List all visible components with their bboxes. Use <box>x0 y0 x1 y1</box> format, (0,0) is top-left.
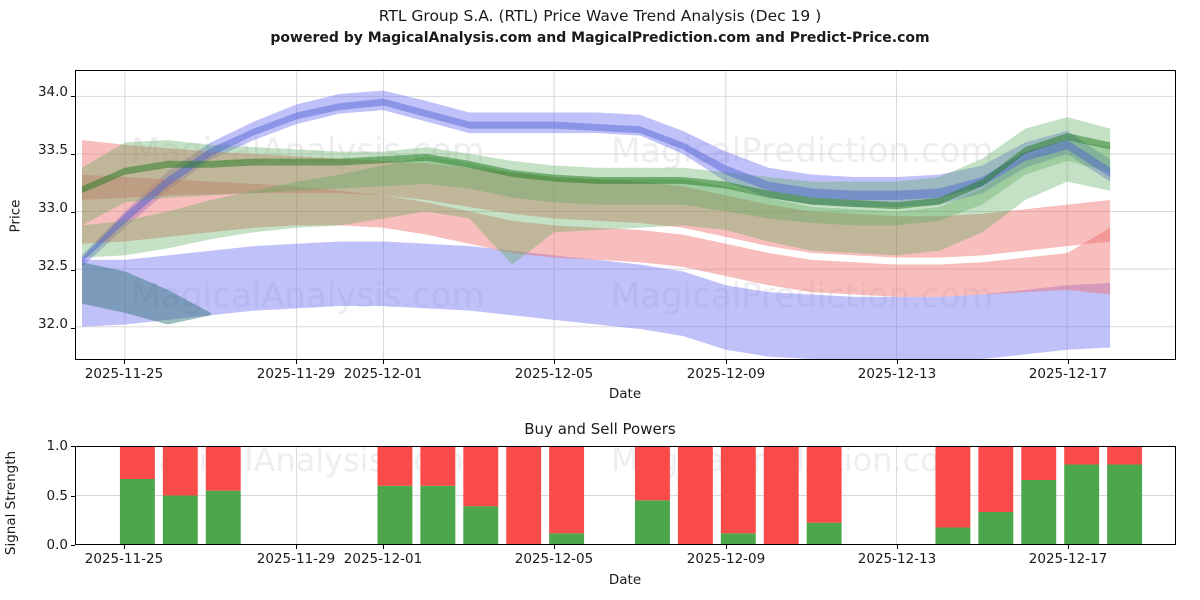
sell-power-bar <box>420 447 456 486</box>
price-band-blue-band-lower <box>81 241 1111 359</box>
power-ytick-2: 1.0 <box>46 438 68 454</box>
buy-power-bar <box>420 485 456 544</box>
price-band-green-band-lower <box>81 140 1111 265</box>
buy-power-bar <box>162 495 198 544</box>
price-ytick-mark-2 <box>71 211 75 213</box>
price-xtick-mark-6 <box>1068 360 1069 364</box>
price-ytick-3: 33.5 <box>37 141 68 158</box>
buy-power-bar <box>720 533 756 544</box>
power-xtick-mark-0 <box>124 545 125 549</box>
sell-power-bar <box>720 447 756 534</box>
power-xtick-label-5: 2025-12-13 <box>857 551 937 567</box>
price-band-red-band-lower <box>81 174 1111 297</box>
power-xtick-label-0: 2025-11-25 <box>84 551 164 567</box>
power-xtick-label-6: 2025-12-17 <box>1028 551 1108 567</box>
sell-power-bar <box>677 447 713 544</box>
buy-power-bar <box>119 479 155 544</box>
price-ytick-mark-0 <box>71 327 75 329</box>
sell-power-bar <box>634 447 670 501</box>
buy-sell-powers-plot <box>76 447 1175 544</box>
buy-power-bar <box>377 485 413 544</box>
price-xtick-label-4: 2025-12-09 <box>686 366 766 382</box>
price-xtick-mark-2 <box>383 360 384 364</box>
price-ytick-mark-4 <box>71 95 75 97</box>
buy-sell-powers-panel: MagicalAnalysis.com MagicalPrediction.co… <box>75 446 1176 545</box>
power-xtick-mark-5 <box>897 545 898 549</box>
power-xtick-label-1: 2025-11-29 <box>256 551 336 567</box>
sell-power-bar <box>377 447 413 486</box>
page-subtitle: powered by MagicalAnalysis.com and Magic… <box>270 29 930 46</box>
power-xaxis-title: Date <box>608 572 642 588</box>
sell-power-bar <box>205 447 241 491</box>
power-ytick-mark-1 <box>71 495 75 497</box>
buy-power-bar <box>935 527 971 544</box>
price-ytick-mark-1 <box>71 269 75 271</box>
power-ytick-mark-2 <box>71 446 75 447</box>
price-band-green-band-upper <box>81 117 1111 226</box>
buy-power-bar <box>1064 464 1100 544</box>
buy-power-bar <box>806 522 842 544</box>
sell-power-bar <box>763 447 799 544</box>
power-xtick-mark-3 <box>554 545 555 549</box>
sell-power-bar <box>935 447 971 528</box>
price-xtick-mark-3 <box>554 360 555 364</box>
title-block: RTL Group S.A. (RTL) Price Wave Trend An… <box>0 6 1200 48</box>
buy-power-bar <box>634 500 670 544</box>
buy-power-bar <box>549 533 585 544</box>
sell-power-bar <box>506 447 542 544</box>
power-ytick-0: 0.0 <box>46 537 68 553</box>
price-xtick-label-6: 2025-12-17 <box>1028 366 1108 382</box>
price-xtick-label-1: 2025-11-29 <box>256 366 336 382</box>
power-xtick-mark-2 <box>383 545 384 549</box>
price-xtick-label-2: 2025-12-01 <box>343 366 423 382</box>
sell-power-bar <box>1064 447 1100 465</box>
price-wave-plot <box>76 71 1175 359</box>
buy-power-bar <box>978 511 1014 544</box>
price-band-red-band-upper <box>81 140 1111 258</box>
buy-power-bar <box>463 506 499 544</box>
buy-power-bar <box>1107 464 1143 544</box>
price-xtick-label-5: 2025-12-13 <box>857 366 937 382</box>
page-title: RTL Group S.A. (RTL) Price Wave Trend An… <box>378 7 822 25</box>
sell-power-bar <box>978 447 1014 512</box>
price-xaxis-title: Date <box>608 386 642 402</box>
price-ytick-2: 33.0 <box>37 199 68 216</box>
power-xtick-label-4: 2025-12-09 <box>686 551 766 567</box>
power-xtick-mark-1 <box>296 545 297 549</box>
price-ytick-0: 32.0 <box>37 315 68 332</box>
sell-power-bar <box>806 447 842 523</box>
power-xtick-label-2: 2025-12-01 <box>343 551 423 567</box>
sell-power-bar <box>119 447 155 480</box>
buy-power-bar <box>205 490 241 544</box>
price-ytick-4: 34.0 <box>37 83 68 100</box>
power-ytick-mark-0 <box>71 545 75 546</box>
price-xtick-mark-0 <box>124 360 125 364</box>
sell-power-bar <box>162 447 198 496</box>
price-xtick-label-0: 2025-11-25 <box>84 366 164 382</box>
price-band-teal-wedge <box>81 262 211 325</box>
buy-power-bar <box>1021 479 1057 544</box>
sell-power-bar <box>549 447 585 534</box>
price-ytick-mark-3 <box>71 153 75 155</box>
power-xtick-mark-6 <box>1068 545 1069 549</box>
price-yaxis-title: Price <box>7 199 24 233</box>
power-chart-title: Buy and Sell Powers <box>524 420 676 438</box>
sell-power-bar <box>463 447 499 507</box>
price-xtick-label-3: 2025-12-05 <box>514 366 594 382</box>
price-xtick-mark-1 <box>296 360 297 364</box>
sell-power-bar <box>1021 447 1057 480</box>
power-yaxis-title: Signal Strength <box>3 450 20 556</box>
power-ytick-1: 0.5 <box>46 487 68 504</box>
power-xtick-mark-4 <box>726 545 727 549</box>
sell-power-bar <box>1107 447 1143 465</box>
price-ytick-1: 32.5 <box>37 257 68 274</box>
price-xtick-mark-4 <box>726 360 727 364</box>
price-band-blue-band-upper <box>81 90 1111 267</box>
price-xtick-mark-5 <box>897 360 898 364</box>
power-xtick-label-3: 2025-12-05 <box>514 551 594 567</box>
price-wave-chart-panel: MagicalAnalysis.com MagicalPrediction.co… <box>75 70 1176 360</box>
